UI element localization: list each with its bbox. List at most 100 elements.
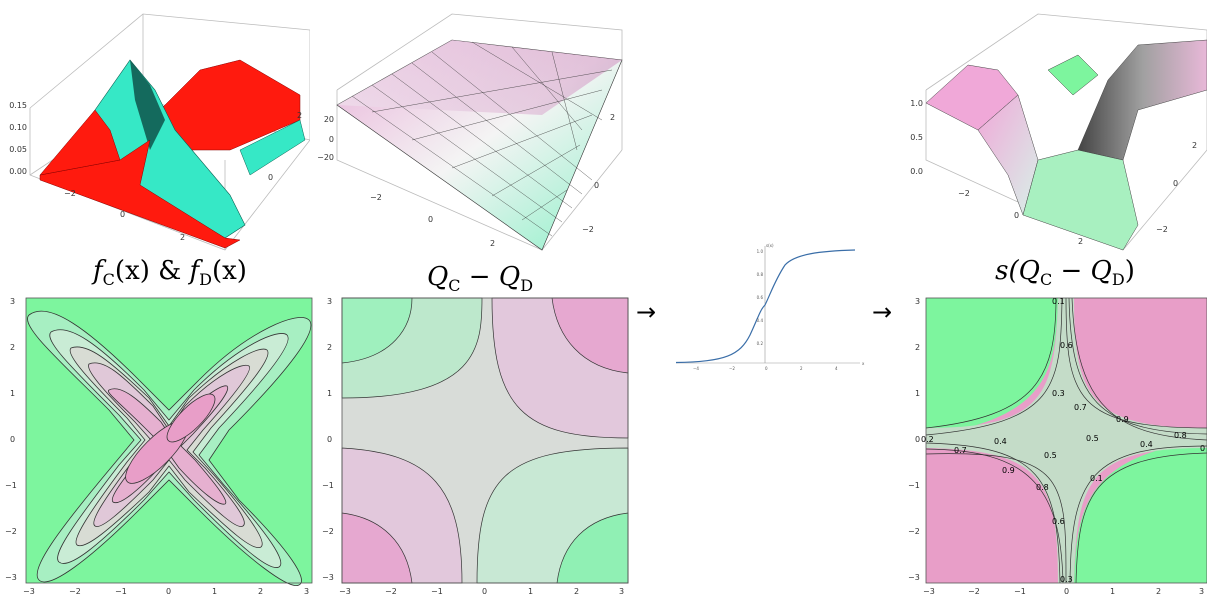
contour3-label-6: 0.5 [1086,434,1099,443]
contour2-ytick-1: 3 [327,297,332,306]
contour2-frame [341,297,629,584]
surface3-ytick-1: 2 [1192,141,1197,150]
contour3-label-11: 0.4 [994,437,1007,446]
contour2-xtick-4: 0 [482,587,487,596]
contour2-ytick-7: −3 [322,573,334,582]
title-f-d: f [189,256,200,286]
arrow-right-2: → [872,298,893,326]
surface1-red-left [39,109,121,176]
contour1-frame [25,297,313,584]
surface2-sheet-top [337,40,622,115]
surface-plot-3-svg: 1.0 0.5 0.0 −2 0 2 2 0 −2 [910,13,1207,251]
surface3-ztick-2: 0.5 [910,133,923,142]
contour2-ytick-5: −1 [322,481,334,490]
contour1-ytick-4: 0 [10,435,15,444]
sigmoid-ytick-3: 0.6 [757,295,764,300]
contour2-tl-inner [341,297,413,364]
surface2-ztick-2: 0 [329,135,334,144]
contour3-center-band [926,298,1207,583]
contour3-ytick-6: −2 [908,527,920,536]
contour3-xtick-5: 1 [1110,587,1115,596]
surface-plot-2-svg: 20 0 −20 −2 0 2 2 0 −2 [317,13,623,251]
title-f-end: (x) [212,256,247,286]
title-s-qc: Q [1018,256,1040,286]
contour3-ytick-2: 2 [915,343,920,352]
contour1-ytick-2: 2 [10,343,15,352]
surface2-box [336,13,623,251]
title-q-d: Q [498,262,521,292]
title-q-d-sub: D [520,276,534,296]
contour1-xtick-7: 3 [304,587,309,596]
contour2-xtick-1: −3 [339,587,351,596]
sigmoid-xtick-1: −4 [693,366,699,371]
contour1-xtick-6: 2 [258,587,263,596]
contour2-ytick-3: 1 [327,389,332,398]
contour3-label-10: 0.7 [954,446,967,455]
contour3-label-4: 0.7 [1074,403,1087,412]
contour-plot-1: 3 2 1 0 −1 −2 −3 −3 −2 −1 0 1 2 3 [0,288,322,598]
contour3-label-13: 0.9 [1002,466,1015,475]
title-s-qc-sub: C [1039,270,1053,290]
contour1-xtick-5: 1 [212,587,217,596]
title-qc-qd: QC − QD [360,262,600,295]
sigmoid-xtick-5: 4 [835,366,838,371]
contour2-ytick-2: 2 [327,343,332,352]
sigmoid-ytick-1: 1.0 [757,249,764,254]
surface2-ztick-3: −20 [317,153,334,162]
surface3-xtick-2: 0 [1014,211,1019,220]
surface1-ytick-2: 0 [268,173,273,182]
contour1-xtick-4: 0 [166,587,171,596]
contour-plot-2-svg: 3 2 1 0 −1 −2 −3 −3 −2 −1 0 1 2 3 [322,297,629,596]
contour3-label-17: 0.3 [1060,575,1073,584]
surface1-ztick-4: 0.00 [9,167,27,176]
contour3-xtick-7: 3 [1199,587,1204,596]
contour3-ytick-4: 0 [915,435,920,444]
contour3-label-15: 0.1 [1090,474,1103,483]
title-q-c: Q [426,262,449,292]
surface1-ztick-1: 0.15 [9,101,27,110]
sigmoid-xtick-4: 2 [800,366,803,371]
contour3-xtick-2: −2 [968,587,980,596]
title-f-d-sub: D [199,270,212,290]
surface3-ytick-2: 0 [1173,179,1178,188]
contour2-xtick-5: 1 [528,587,533,596]
contour1-ytick-7: −3 [5,573,17,582]
contour3-xtick-1: −3 [923,587,935,596]
surface1-xtick-3: 2 [180,233,185,242]
contour3-ytick-3: 1 [915,389,920,398]
surface1-ztick-2: 0.10 [9,123,27,132]
contour1-xtick-1: −3 [23,587,35,596]
surface3-green-floor [1022,149,1139,251]
arrow-right-1: → [636,298,657,326]
contour2-xtick-3: −1 [431,587,443,596]
contour2-ytick-4: 0 [327,435,332,444]
sigmoid-ytick-4: 0.4 [757,318,764,323]
title-f-mid: (x) & [114,256,190,286]
surface2-ytick-1: 2 [610,113,615,122]
contour3-lines [925,297,1207,584]
contour1-ytick-6: −2 [5,527,17,536]
surface1-xtick-2: 0 [120,210,125,219]
contour3-label-12: 0.5 [1044,451,1057,460]
title-s: s(QC − QD) [940,256,1190,289]
contour3-label-3: 0.3 [1052,389,1065,398]
contour3-label-8: 0.8 [1174,431,1187,440]
surface-plot-1: 0.15 0.10 0.05 0.00 −2 0 2 2 0 [0,0,311,255]
title-q-c-sub: C [448,276,461,296]
surface1-red-front [39,139,241,249]
contour3-ytick-7: −3 [908,573,920,582]
contour3-ytick-5: −1 [908,481,920,490]
surface3-green-back [1047,54,1099,96]
contour3-frame [925,297,1207,584]
surface2-ztick-1: 20 [324,115,334,124]
surface2-xtick-3: 2 [490,239,495,248]
contour3-label-18: 0 [1200,444,1205,453]
contour1-levels [27,310,312,586]
sigmoid-ytick-5: 0.2 [757,341,764,346]
sigmoid-ylabel: s(x) [766,243,774,248]
contour3-br-green [1074,440,1207,583]
contour3-label-9: 0.2 [921,435,934,444]
surface3-ztick-3: 0.0 [910,167,923,176]
sigmoid-plot: s(x) x 1.0 0.8 0.6 0.4 0.2 −4 −2 0 2 4 [670,240,870,380]
title-q-minus: − [460,262,499,292]
